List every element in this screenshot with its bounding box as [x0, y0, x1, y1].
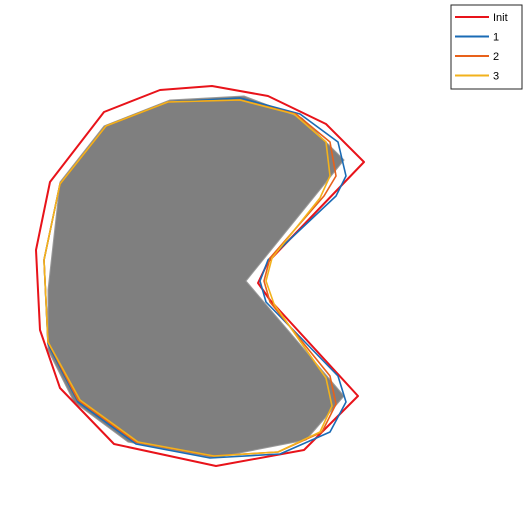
pacman-region	[47, 95, 345, 459]
legend: Init 1 2 3	[450, 4, 523, 90]
legend-label-init: Init	[493, 12, 508, 24]
legend-label-1: 1	[493, 32, 499, 44]
series-layer	[35, 85, 365, 467]
series-3-line	[43, 99, 333, 457]
shape-region-layer	[47, 95, 345, 459]
legend-label-3: 3	[493, 71, 499, 83]
legend-label-2: 2	[493, 51, 499, 63]
legend-items: Init 1 2 3	[455, 12, 508, 83]
